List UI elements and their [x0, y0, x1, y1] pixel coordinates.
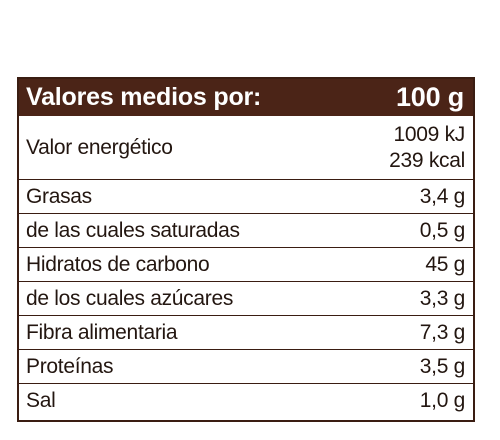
row-value: 3,5 g: [419, 354, 466, 378]
table-row: Proteínas 3,5 g: [19, 349, 473, 383]
energy-values: 1009 kJ 239 kcal: [389, 122, 465, 174]
header-label: Valores medios por:: [26, 83, 262, 111]
energy-kj: 1009 kJ: [393, 122, 466, 146]
table-row: Grasas 3,4 g: [19, 179, 473, 213]
table-header: Valores medios por: 100 g: [19, 79, 473, 116]
table-row: Sal 1,0 g: [19, 383, 473, 417]
header-amount: 100 g: [395, 82, 464, 112]
row-value: 0,5 g: [419, 218, 466, 242]
energy-label: Valor energético: [26, 135, 173, 159]
row-label: Fibra alimentaria: [26, 320, 178, 344]
row-value: 3,4 g: [419, 184, 466, 208]
row-label: Grasas: [26, 184, 92, 208]
row-value: 45 g: [425, 252, 465, 276]
nutrition-table: Valores medios por: 100 g Valor energéti…: [17, 77, 475, 422]
table-row: de las cuales saturadas 0,5 g: [19, 213, 473, 247]
row-value: 7,3 g: [419, 320, 466, 344]
energy-kcal: 239 kcal: [389, 148, 465, 172]
row-label: Sal: [26, 388, 56, 412]
table-row: Fibra alimentaria 7,3 g: [19, 315, 473, 349]
row-label: Proteínas: [26, 354, 114, 378]
row-label: de las cuales saturadas: [26, 218, 240, 242]
table-row: Hidratos de carbono 45 g: [19, 247, 473, 281]
row-label: de los cuales azúcares: [26, 286, 234, 310]
row-value: 3,3 g: [419, 286, 466, 310]
table-row: de los cuales azúcares 3,3 g: [19, 281, 473, 315]
row-value: 1,0 g: [419, 388, 466, 412]
row-label: Hidratos de carbono: [26, 252, 210, 276]
energy-row: Valor energético 1009 kJ 239 kcal: [19, 116, 473, 179]
